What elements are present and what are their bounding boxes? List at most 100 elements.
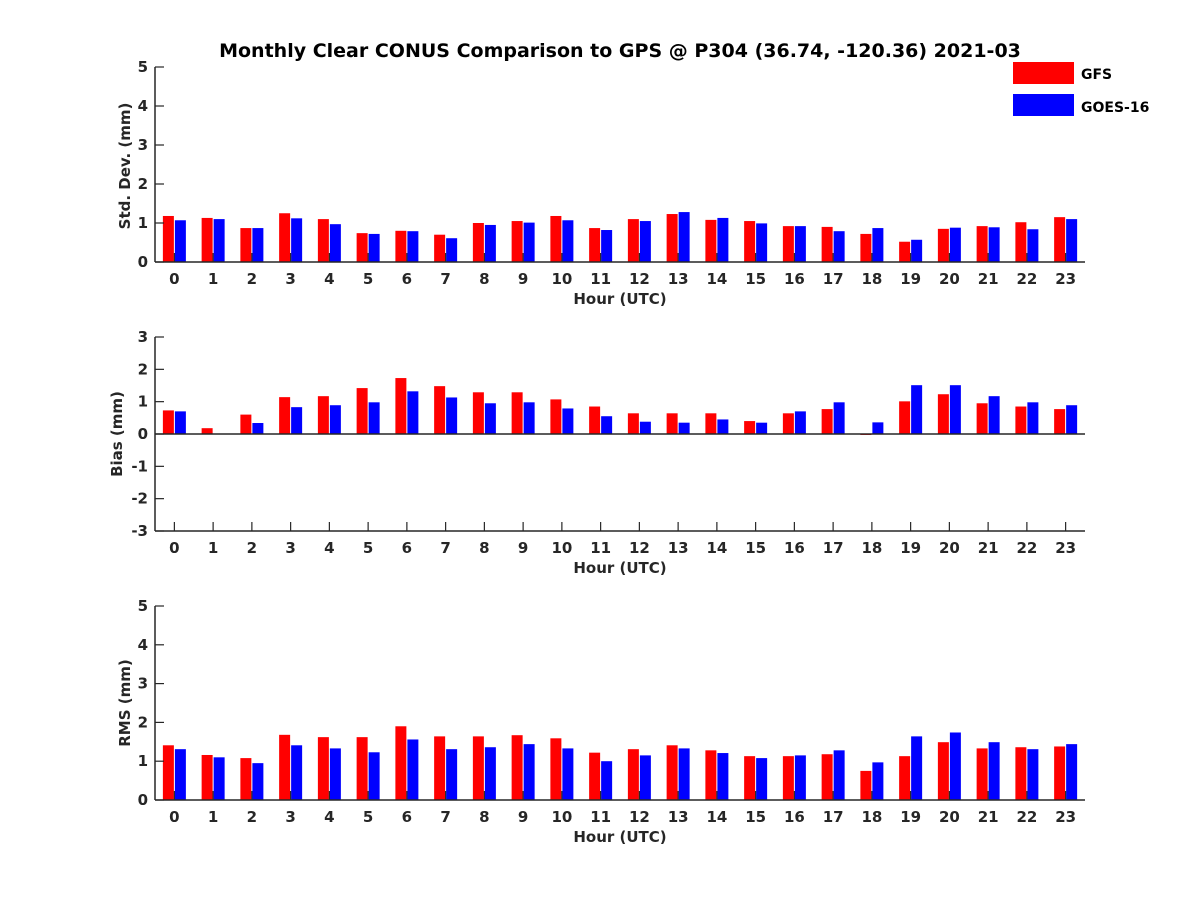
y-tick-label: 1 <box>138 214 148 232</box>
x-tick-label: 21 <box>978 808 999 826</box>
bar-goes16-7 <box>446 749 458 800</box>
bar-goes16-19 <box>911 239 923 262</box>
bar-gfs-7 <box>434 736 446 800</box>
x-tick-label: 20 <box>939 539 960 557</box>
bar-goes16-13 <box>678 422 690 434</box>
bar-goes16-9 <box>523 744 535 800</box>
x-tick-label: 8 <box>479 808 489 826</box>
x-tick-label: 0 <box>169 808 179 826</box>
bar-goes16-21 <box>988 742 1000 800</box>
x-tick-label: 17 <box>823 270 844 288</box>
x-tick-label: 18 <box>861 808 882 826</box>
bar-goes16-19 <box>911 736 923 800</box>
bar-gfs-2 <box>240 758 252 800</box>
y-tick-label: 0 <box>138 791 148 809</box>
bar-gfs-10 <box>550 215 562 262</box>
bar-gfs-11 <box>589 228 601 262</box>
bar-gfs-21 <box>976 748 988 800</box>
bar-gfs-14 <box>705 219 717 262</box>
x-tick-label: 2 <box>247 539 257 557</box>
x-tick-label: 4 <box>324 270 334 288</box>
bar-goes16-21 <box>988 227 1000 262</box>
bar-gfs-17 <box>821 409 833 434</box>
bar-goes16-9 <box>523 222 535 262</box>
bar-goes16-0 <box>174 411 186 434</box>
x-tick-label: 1 <box>208 270 218 288</box>
bar-goes16-23 <box>1066 744 1078 800</box>
bar-goes16-4 <box>329 748 341 800</box>
x-tick-label: 16 <box>784 808 805 826</box>
bar-gfs-23 <box>1054 746 1066 800</box>
legend-label-gfs: GFS <box>1081 67 1112 83</box>
x-tick-label: 23 <box>1055 539 1076 557</box>
bar-goes16-5 <box>368 402 380 434</box>
bar-goes16-16 <box>794 226 806 262</box>
bar-goes16-4 <box>329 405 341 434</box>
bar-gfs-4 <box>317 396 329 434</box>
bar-goes16-20 <box>949 385 961 434</box>
bar-goes16-11 <box>601 230 613 262</box>
x-tick-label: 22 <box>1016 270 1037 288</box>
bar-gfs-21 <box>976 226 988 262</box>
x-tick-label: 2 <box>247 270 257 288</box>
bar-gfs-8 <box>472 392 484 434</box>
bar-goes16-16 <box>794 755 806 800</box>
x-tick-label: 9 <box>518 270 528 288</box>
bar-gfs-5 <box>356 388 368 434</box>
bar-goes16-2 <box>252 763 264 800</box>
bar-gfs-17 <box>821 226 833 262</box>
x-tick-label: 13 <box>668 270 689 288</box>
bar-gfs-11 <box>589 406 601 434</box>
bar-gfs-14 <box>705 413 717 434</box>
y-tick-label: 3 <box>138 675 148 693</box>
bar-gfs-2 <box>240 228 252 262</box>
bar-goes16-1 <box>213 757 225 800</box>
bar-goes16-1 <box>213 219 225 262</box>
x-tick-label: 11 <box>590 808 611 826</box>
bar-goes16-19 <box>911 385 923 434</box>
bar-goes16-15 <box>756 422 768 434</box>
y-tick-label: 1 <box>138 752 148 770</box>
bar-gfs-1 <box>201 754 213 800</box>
bar-gfs-19 <box>899 241 911 262</box>
y-tick-label: -3 <box>131 522 148 540</box>
x-tick-label: 1 <box>208 808 218 826</box>
bar-goes16-22 <box>1027 402 1039 434</box>
bar-goes16-7 <box>446 238 458 262</box>
bar-gfs-7 <box>434 386 446 434</box>
bar-goes16-17 <box>833 231 845 262</box>
x-tick-label: 15 <box>745 539 766 557</box>
bar-gfs-6 <box>395 726 407 800</box>
bar-gfs-10 <box>550 738 562 800</box>
bar-gfs-16 <box>782 413 794 434</box>
bar-goes16-7 <box>446 397 458 434</box>
x-tick-label: 16 <box>784 539 805 557</box>
x-tick-label: 20 <box>939 808 960 826</box>
bar-goes16-15 <box>756 223 768 262</box>
bar-gfs-11 <box>589 752 601 800</box>
bar-gfs-6 <box>395 230 407 262</box>
y-tick-label: 4 <box>138 636 148 654</box>
bar-gfs-12 <box>627 219 639 262</box>
bar-gfs-15 <box>744 421 756 434</box>
bar-gfs-9 <box>511 392 523 434</box>
bar-gfs-13 <box>666 413 678 434</box>
x-tick-label: 6 <box>402 808 412 826</box>
bar-goes16-10 <box>562 408 574 434</box>
x-tick-label: 2 <box>247 808 257 826</box>
bar-goes16-22 <box>1027 749 1039 800</box>
y-tick-label: 2 <box>138 713 148 731</box>
x-tick-label: 12 <box>629 539 650 557</box>
x-tick-label: 15 <box>745 808 766 826</box>
x-tick-label: 4 <box>324 808 334 826</box>
x-tick-label: 19 <box>900 808 921 826</box>
bar-goes16-20 <box>949 227 961 262</box>
x-tick-label: 11 <box>590 270 611 288</box>
bar-gfs-1 <box>201 428 213 434</box>
x-tick-label: 3 <box>285 270 295 288</box>
bar-gfs-18 <box>860 233 872 262</box>
bar-goes16-18 <box>872 762 884 800</box>
